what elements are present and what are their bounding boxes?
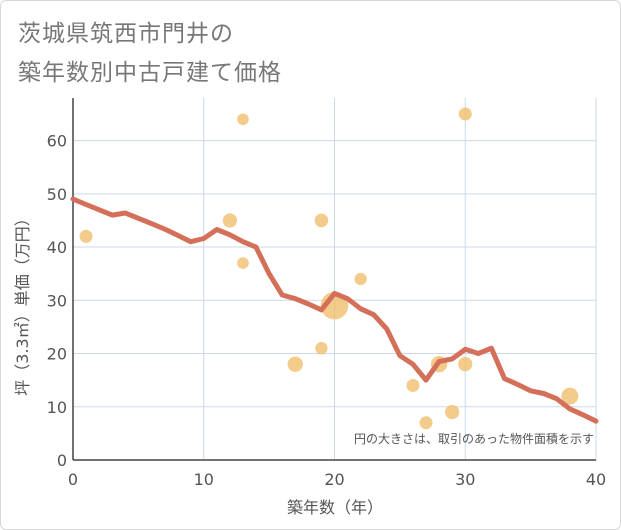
price-bubble (315, 342, 328, 355)
price-bubble (222, 213, 238, 228)
chart-title-line2: 築年数別中古戸建て価格 (18, 60, 282, 86)
tick-layer: 0 10 20 30 40 0 10 20 30 40 50 60 (47, 132, 607, 489)
x-tick-label: 30 (455, 470, 475, 489)
average-price-line (70, 196, 599, 424)
price-bubble (406, 378, 420, 392)
price-bubble (79, 229, 93, 243)
x-tick-label: 40 (586, 470, 606, 489)
chart-title-line1: 茨城県筑西市門井の (18, 21, 234, 47)
price-bubble (561, 387, 579, 405)
price-bubble (237, 113, 249, 126)
bubble-layer (79, 107, 579, 430)
y-tick-label: 50 (47, 185, 67, 204)
price-bubble (287, 356, 303, 372)
y-tick-label: 40 (47, 238, 67, 257)
price-bubble (354, 272, 367, 286)
price-bubble (419, 416, 433, 430)
x-tick-label: 20 (324, 470, 344, 489)
x-tick-label: 10 (194, 470, 214, 489)
x-axis-label: 築年数（年） (287, 498, 383, 517)
y-tick-label: 20 (47, 345, 67, 364)
y-tick-label: 0 (57, 451, 67, 470)
price-bubble (458, 107, 472, 121)
price-bubble (445, 404, 460, 420)
y-tick-label: 60 (47, 132, 67, 151)
x-tick-label: 0 (68, 470, 78, 489)
price-bubble (314, 213, 329, 228)
bubble-size-note: 円の大きさは、取引のあった物件面積を示す (354, 431, 594, 446)
price-bubble (458, 357, 473, 372)
y-tick-label: 30 (47, 291, 67, 310)
y-tick-label: 10 (47, 398, 67, 417)
price-bubble (237, 257, 249, 269)
y-axis-label: 坪（3.3㎡）単価（万円） (13, 210, 32, 395)
grid-layer (72, 98, 597, 461)
